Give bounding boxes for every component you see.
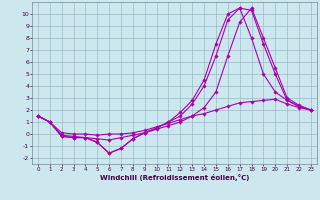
- X-axis label: Windchill (Refroidissement éolien,°C): Windchill (Refroidissement éolien,°C): [100, 174, 249, 181]
